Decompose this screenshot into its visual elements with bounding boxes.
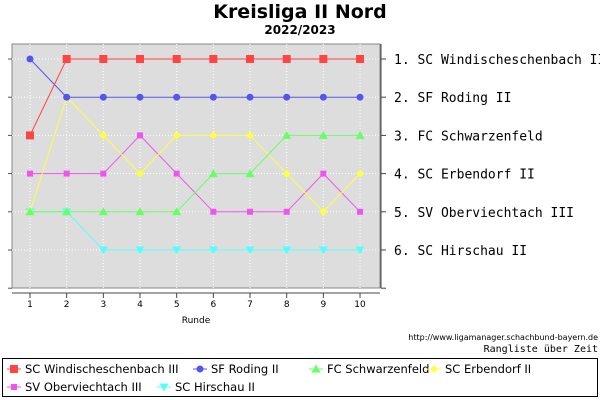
- series-line-4: [29, 96, 361, 213]
- series-1-point-2: [62, 55, 71, 63]
- rank-label-4: 4. SC Erbendorf II: [394, 168, 535, 183]
- series-5-point-1: [27, 170, 33, 177]
- rank-label-3: 3. FC Schwarzenfeld: [394, 129, 543, 144]
- series-4-point-6: [209, 131, 218, 140]
- series-2-point-9: [319, 93, 327, 101]
- series-1-point-6: [209, 55, 218, 63]
- x-tick-label-3: 3: [100, 300, 106, 310]
- series-6-point-7: [245, 246, 255, 255]
- series-4-point-8: [282, 169, 291, 178]
- series-6-point-6: [208, 246, 218, 255]
- legend-marker-3: [311, 364, 321, 373]
- series-1-point-4: [136, 55, 145, 63]
- series-6-point-3: [98, 246, 108, 255]
- chart-subtitle: 2022/2023: [264, 23, 336, 37]
- series-2-point-6: [209, 93, 217, 101]
- series-1-point-9: [319, 55, 328, 63]
- legend-marker-2: [196, 365, 204, 373]
- series-3-point-4: [135, 207, 145, 216]
- series-2-point-2: [63, 93, 71, 101]
- series-5-point-2: [63, 170, 70, 177]
- series-5-point-6: [210, 208, 217, 215]
- legend-label-5: SV Oberviechtach III: [25, 380, 142, 394]
- series-line-2: [29, 58, 361, 98]
- series-4-point-4: [136, 169, 145, 178]
- series-5-point-5: [173, 170, 180, 177]
- x-tick-label-7: 7: [247, 300, 253, 310]
- rank-label-5: 5. SV Oberviechtach III: [394, 206, 574, 221]
- series-line-6: [30, 211, 361, 251]
- rank-label-6: 6. SC Hirschau II: [394, 244, 527, 259]
- series-2-point-10: [356, 93, 364, 101]
- x-tick-label-9: 9: [320, 300, 326, 310]
- series-2-point-5: [173, 93, 181, 101]
- series-5-point-3: [100, 170, 107, 177]
- legend-marker-1: [10, 365, 18, 373]
- legend-marker-6: [159, 383, 169, 392]
- x-tick-label-5: 5: [174, 300, 180, 310]
- series-2-point-4: [136, 93, 144, 101]
- plot-area: [11, 43, 381, 289]
- series-1-point-7: [246, 55, 255, 63]
- source-url: http://www.ligamanager.schachbund-bayern…: [408, 333, 598, 342]
- series-5-point-8: [283, 208, 290, 215]
- series-4-point-7: [246, 131, 255, 140]
- series-5-point-7: [247, 208, 254, 215]
- series-1-point-5: [172, 55, 181, 63]
- legend-label-3: FC Schwarzenfeld: [327, 362, 429, 376]
- legend-label-6: SC Hirschau II: [175, 380, 255, 394]
- rank-label-1: 1. SC Windischeschenbach III: [394, 53, 600, 68]
- legend-label-4: SC Erbendorf II: [445, 362, 531, 376]
- series-3-point-7: [245, 169, 255, 178]
- x-tick-label-6: 6: [210, 300, 216, 310]
- legend: SC Windischeschenbach III SF Roding II FC …: [2, 358, 598, 397]
- legend-label-1: SC Windischeschenbach III: [25, 362, 179, 376]
- legend-marker-4: [430, 365, 438, 373]
- rank-label-2: 2. SF Roding II: [394, 91, 511, 106]
- series-line-1: [29, 58, 361, 136]
- series-6-point-10: [355, 246, 365, 255]
- series-6-point-4: [135, 246, 145, 255]
- series-5-point-4: [137, 132, 144, 139]
- series-2-point-1: [26, 55, 34, 63]
- series-6-point-9: [318, 246, 328, 255]
- series-2-point-7: [246, 93, 254, 101]
- chart-caption: Rangliste über Zeit: [483, 344, 598, 355]
- series-1-point-3: [99, 55, 108, 63]
- series-1-point-1: [26, 131, 34, 140]
- series-3-point-3: [98, 207, 108, 216]
- series-2-point-8: [283, 93, 291, 101]
- x-tick-label-1: 1: [27, 300, 33, 310]
- x-tick-label-10: 10: [354, 300, 366, 310]
- series-3-point-5: [172, 207, 182, 216]
- series-4-point-3: [99, 131, 108, 140]
- x-tick-label-8: 8: [284, 300, 290, 310]
- series-4-point-5: [172, 131, 181, 140]
- legend-label-2: SF Roding II: [211, 362, 279, 376]
- series-4-point-9: [319, 207, 328, 216]
- chart-title: Kreisliga II Nord: [213, 1, 387, 23]
- x-axis-label: Runde: [182, 316, 211, 326]
- line-chart: 1 2 3 4 5 6 7 8 9 10 Runde 1. SC Windischeschenbach…: [8, 43, 600, 326]
- series-6-point-5: [172, 246, 182, 255]
- series-6-point-8: [282, 246, 292, 255]
- series-1-point-8: [282, 55, 291, 63]
- legend-marker-5: [11, 384, 17, 390]
- x-tick-label-2: 2: [64, 300, 70, 310]
- series-3-point-10: [355, 130, 365, 139]
- x-tick-label-4: 4: [137, 300, 143, 310]
- series-1-point-10: [356, 55, 365, 63]
- series-3-point-8: [282, 130, 292, 139]
- series-5-point-9: [320, 170, 327, 177]
- series-3-point-9: [318, 130, 328, 139]
- series-2-point-3: [99, 93, 107, 101]
- series-line-3: [30, 134, 361, 213]
- series-3-point-2: [62, 207, 72, 216]
- series-4-point-10: [356, 169, 365, 178]
- series-3-point-1: [25, 207, 35, 216]
- series-3-point-6: [208, 169, 218, 178]
- series-5-point-10: [357, 208, 364, 215]
